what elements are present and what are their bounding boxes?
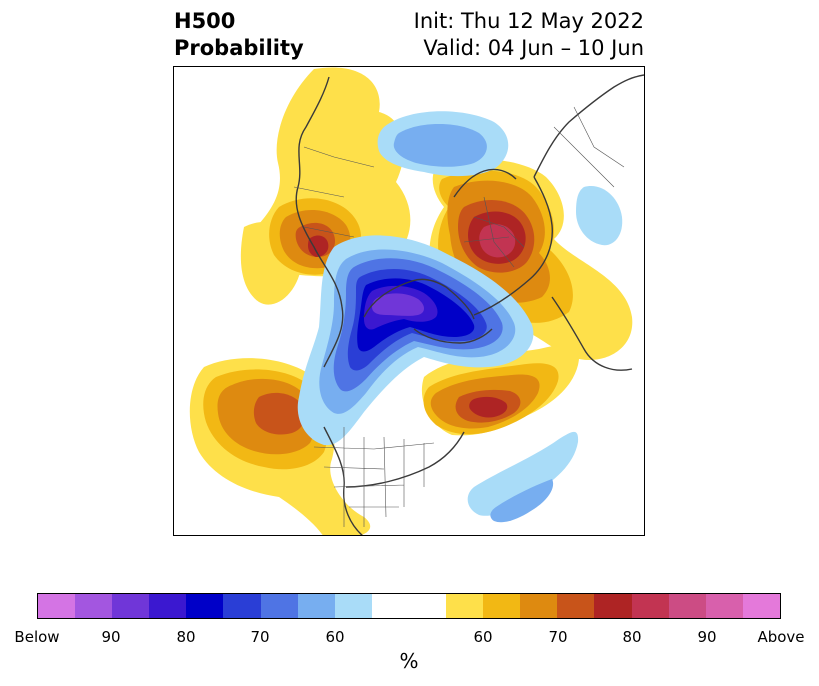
colorbar-label-above-70: 70 xyxy=(548,628,568,646)
valid-range: Valid: 04 Jun – 10 Jun xyxy=(423,36,644,60)
plot-title-variable: H500 Probability xyxy=(174,8,304,62)
colorbar-cell xyxy=(334,594,372,618)
colorbar-cell xyxy=(742,594,780,618)
below-90-regions xyxy=(372,293,424,316)
coastlines xyxy=(295,74,644,535)
colorbar-cell xyxy=(149,594,187,618)
colorbar-label-above: Above xyxy=(757,628,805,646)
colorbar-cell xyxy=(75,594,113,618)
colorbar-label-below-60: 60 xyxy=(325,628,345,646)
above-80-regions xyxy=(307,211,526,418)
colorbar-unit: % xyxy=(399,649,419,673)
colorbar-cell xyxy=(483,594,521,618)
plot-title-dates: Init: Thu 12 May 2022 Valid: 04 Jun – 10… xyxy=(414,8,644,62)
colorbar-cell xyxy=(223,594,261,618)
colorbar xyxy=(37,593,781,619)
colorbar-cell xyxy=(631,594,669,618)
greenland-coast xyxy=(413,328,493,344)
colorbar-cell xyxy=(594,594,632,618)
hudson-bay-coast xyxy=(363,278,475,320)
colorbar-label-below-90: 90 xyxy=(101,628,121,646)
colorbar-cell xyxy=(557,594,595,618)
colorbar-cell xyxy=(371,594,409,618)
europe-coast xyxy=(473,176,553,316)
map-svg xyxy=(189,67,644,535)
borders xyxy=(293,106,625,527)
colorbar-label-below-80: 80 xyxy=(176,628,196,646)
colorbar-cell xyxy=(408,594,447,618)
colorbar-label-above-80: 80 xyxy=(622,628,642,646)
probability-map xyxy=(173,66,645,536)
asia-coast xyxy=(533,74,644,178)
colorbar-cell xyxy=(38,594,76,618)
colorbar-label-below-70: 70 xyxy=(250,628,270,646)
init-date: Init: Thu 12 May 2022 xyxy=(413,9,644,33)
colorbar-cell xyxy=(186,594,224,618)
colorbar-cell xyxy=(446,594,484,618)
colorbar-cell xyxy=(260,594,298,618)
africa-coast xyxy=(551,296,633,371)
north-america-coast xyxy=(295,76,344,368)
title-line-2: Probability xyxy=(174,36,304,60)
gulf-coast xyxy=(345,431,465,488)
title-line-1: H500 xyxy=(174,9,236,33)
colorbar-label-above-90: 90 xyxy=(697,628,717,646)
colorbar-cell xyxy=(705,594,743,618)
colorbar-cell xyxy=(112,594,150,618)
colorbar-label-below: Below xyxy=(14,628,60,646)
colorbar-cell xyxy=(520,594,558,618)
scandinavia-coast xyxy=(453,168,517,198)
colorbar-cell xyxy=(297,594,335,618)
colorbar-cell xyxy=(668,594,706,618)
colorbar-label-above-60: 60 xyxy=(473,628,493,646)
